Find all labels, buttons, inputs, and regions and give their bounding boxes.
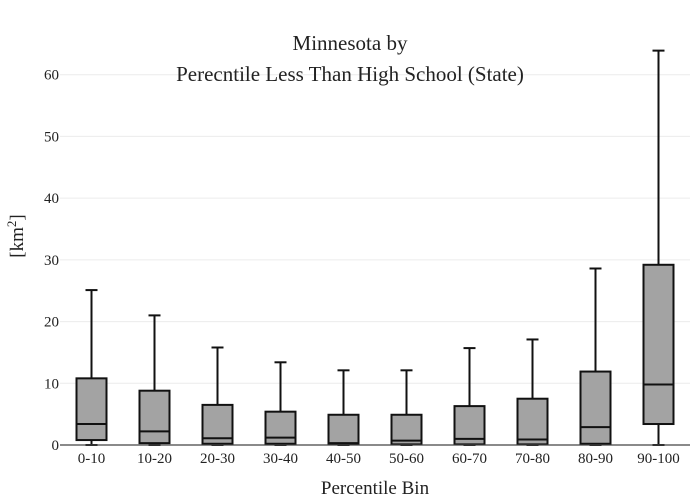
box-iqr [390, 413, 423, 446]
box-group-30-40 [264, 361, 297, 446]
x-axis-title: Percentile Bin [321, 478, 430, 499]
boxes [75, 49, 675, 446]
y-tick-label-60: 60 [44, 68, 59, 84]
box-iqr [138, 389, 171, 445]
y-axis-title-superscript: 2 [4, 221, 19, 228]
y-tick-label-50: 50 [44, 129, 59, 145]
y-tick-label-40: 40 [44, 191, 59, 207]
y-axis-ticks: 0 10 20 30 40 50 60 [44, 68, 59, 454]
box-iqr [642, 263, 675, 426]
x-tick-label-70-80: 70-80 [515, 451, 550, 467]
y-tick-label-30: 30 [44, 253, 59, 269]
x-tick-label-40-50: 40-50 [326, 451, 361, 467]
box-group-20-30 [201, 346, 234, 446]
y-tick-label-20: 20 [44, 315, 59, 331]
box-iqr [516, 397, 549, 446]
x-tick-label-80-90: 80-90 [578, 451, 613, 467]
x-axis-ticks: 0-10 10-20 20-30 30-40 40-50 50-60 60-70 70-80 8… [78, 451, 680, 467]
x-tick-label-90-100: 90-100 [637, 451, 680, 467]
y-axis-title: [km2] [4, 214, 28, 257]
chart-title: Minnesota by Perecntile Less Than High S… [176, 31, 524, 86]
box-iqr [75, 377, 108, 442]
box-group-10-20 [138, 314, 171, 446]
x-tick-label-0-10: 0-10 [78, 451, 106, 467]
box-group-0-10 [75, 289, 108, 446]
x-tick-label-50-60: 50-60 [389, 451, 424, 467]
box-iqr [264, 410, 297, 445]
y-tick-label-10: 10 [44, 376, 59, 392]
box-iqr [579, 370, 612, 445]
x-tick-label-20-30: 20-30 [200, 451, 235, 467]
chart-title-line-1: Minnesota by [293, 31, 408, 55]
box-iqr [327, 413, 360, 446]
y-axis-title-unit: [km [7, 227, 28, 258]
box-group-80-90 [579, 267, 612, 446]
x-tick-label-10-20: 10-20 [137, 451, 172, 467]
y-axis-title-close: ] [7, 214, 28, 220]
box-group-70-80 [516, 338, 549, 446]
x-tick-label-30-40: 30-40 [263, 451, 298, 467]
box-group-50-60 [390, 369, 423, 446]
chart-title-line-2: Perecntile Less Than High School (State) [176, 62, 524, 86]
box-group-40-50 [327, 369, 360, 446]
box-group-60-70 [453, 347, 486, 446]
y-tick-label-0: 0 [52, 438, 60, 454]
box-group-90-100 [642, 49, 675, 446]
x-tick-label-60-70: 60-70 [452, 451, 487, 467]
